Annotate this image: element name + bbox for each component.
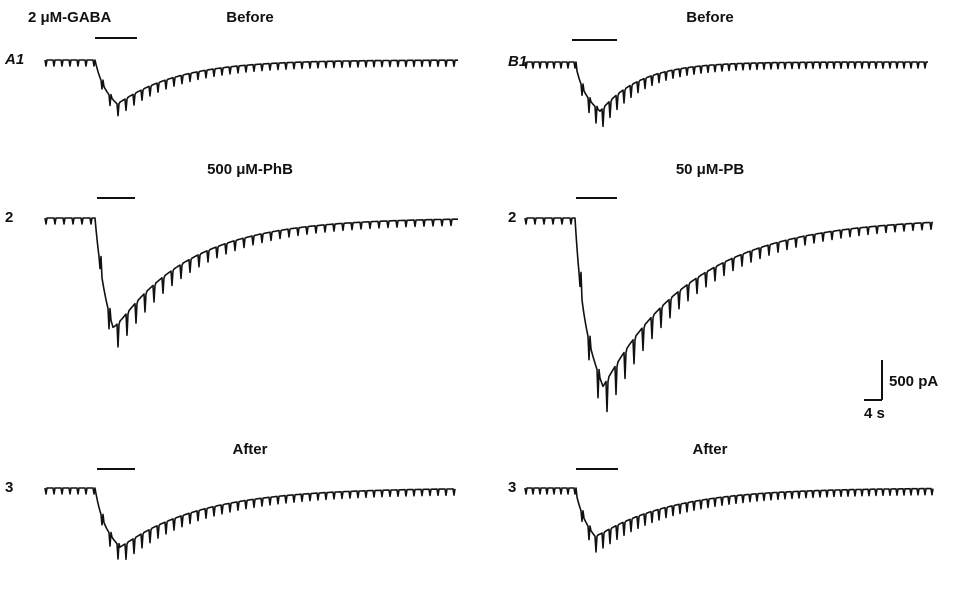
scale-current-label: 500 pA: [889, 373, 938, 390]
condition-title: 500 μM-PhB: [207, 161, 293, 178]
row-label: 2: [508, 209, 516, 226]
current-trace: [524, 217, 934, 413]
condition-title: 50 μM-PB: [676, 161, 745, 178]
row-label: 3: [5, 479, 13, 496]
row-label: B1: [508, 53, 527, 70]
row-label: A1: [4, 51, 24, 68]
current-trace: [44, 487, 456, 561]
current-trace: [44, 217, 458, 348]
scale-time-label: 4 s: [864, 405, 885, 422]
condition-title: After: [692, 441, 727, 458]
current-trace: [524, 487, 934, 553]
current-trace: [44, 59, 458, 117]
current-trace: [524, 61, 928, 128]
condition-title: Before: [226, 9, 274, 26]
row-label: 2: [5, 209, 13, 226]
condition-title: After: [232, 441, 267, 458]
drug-label: 2 μM-GABA: [28, 9, 112, 26]
condition-title: Before: [686, 9, 734, 26]
row-label: 3: [508, 479, 516, 496]
